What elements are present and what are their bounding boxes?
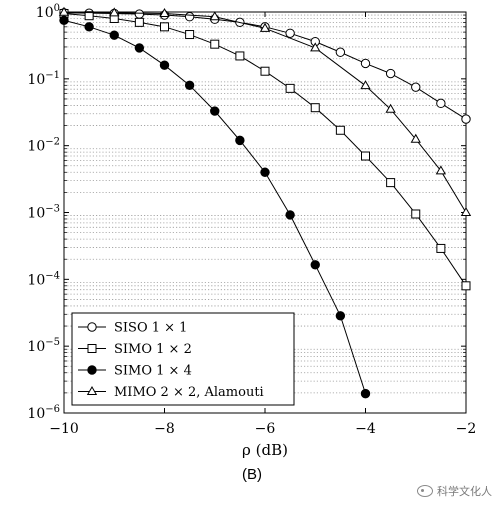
data-point (285, 28, 295, 39)
x-axis-label: ρ (dB) (242, 441, 288, 459)
data-point (335, 125, 345, 135)
data-point (385, 103, 396, 113)
data-point (460, 206, 472, 216)
data-point (436, 98, 446, 109)
data-point (335, 47, 346, 57)
data-point (435, 165, 447, 175)
series-line (63, 11, 467, 213)
panel-label: (B) (242, 466, 262, 483)
x-tick-label: −10 (49, 421, 79, 437)
wechat-icon (417, 485, 433, 497)
data-point (360, 58, 371, 69)
x-tick-label: −6 (255, 421, 276, 437)
y-tick-label: 100 (36, 3, 60, 21)
watermark-text: 科学文化人 (437, 485, 492, 498)
y-tick-label: 10−6 (27, 404, 60, 422)
data-series (58, 6, 472, 399)
data-point (159, 7, 170, 17)
data-point (58, 6, 70, 16)
data-point (210, 39, 220, 49)
legend: SISO 1 × 1 SIMO 1 × 2 SIMO 1 × 4 MIMO 2 × 2… (71, 312, 295, 406)
data-point (184, 12, 195, 22)
data-point (84, 11, 94, 21)
data-point (109, 30, 119, 40)
data-point (260, 167, 270, 177)
y-axis: 100 10−1 10−2 10−3 10−4 10−5 10−6 (27, 3, 466, 422)
data-point (360, 80, 371, 90)
legend-box (71, 312, 295, 406)
data-point (461, 281, 471, 291)
data-point (386, 178, 396, 188)
y-tick-label: 10−4 (27, 270, 60, 288)
data-point (134, 9, 145, 19)
data-point (235, 51, 245, 61)
x-tick-label: −2 (456, 421, 477, 437)
y-tick-label: 10−2 (27, 137, 60, 155)
x-axis: −10 −8 −6 −4 −2 (49, 12, 476, 437)
series-2 (59, 8, 471, 291)
legend-label: MIMO 2 × 2, Alamouti (114, 385, 264, 400)
data-point (285, 83, 295, 93)
data-point (259, 22, 271, 32)
data-point (310, 103, 320, 113)
data-point (210, 106, 220, 116)
legend-marker (87, 344, 97, 353)
data-point (84, 22, 94, 32)
data-point (209, 11, 220, 21)
data-point (235, 135, 245, 146)
series-4 (58, 6, 472, 216)
data-point (134, 17, 144, 27)
x-tick-label: −4 (355, 421, 376, 437)
data-point (410, 133, 421, 143)
y-tick-label: 10−5 (27, 337, 60, 355)
data-point (285, 210, 295, 220)
data-point (361, 151, 370, 161)
data-point (134, 43, 145, 53)
data-point (59, 15, 69, 26)
series-line (63, 12, 467, 287)
legend-label: SIMO 1 × 4 (114, 364, 192, 379)
data-point (185, 30, 195, 40)
data-point (159, 60, 170, 70)
data-point (184, 80, 195, 91)
y-tick-label: 10−3 (27, 204, 60, 222)
data-point (436, 243, 446, 253)
data-point (310, 260, 320, 270)
legend-marker (87, 365, 97, 375)
y-tick-label: 10−1 (27, 70, 60, 88)
data-point (160, 22, 169, 32)
data-point (109, 7, 120, 17)
data-point (411, 209, 421, 219)
data-point (385, 68, 396, 79)
watermark: 科学文化人 (417, 483, 492, 499)
x-tick-label: −8 (154, 421, 175, 437)
legend-marker (87, 322, 97, 332)
legend-label: SIMO 1 × 2 (114, 342, 192, 357)
data-point (461, 114, 471, 124)
data-point (360, 388, 371, 399)
legend-label: SISO 1 × 1 (114, 321, 187, 336)
data-point (335, 311, 346, 321)
data-point (310, 42, 321, 52)
series-3 (59, 15, 371, 399)
data-point (411, 82, 421, 92)
data-point (260, 66, 270, 76)
legend-marker (86, 385, 98, 395)
